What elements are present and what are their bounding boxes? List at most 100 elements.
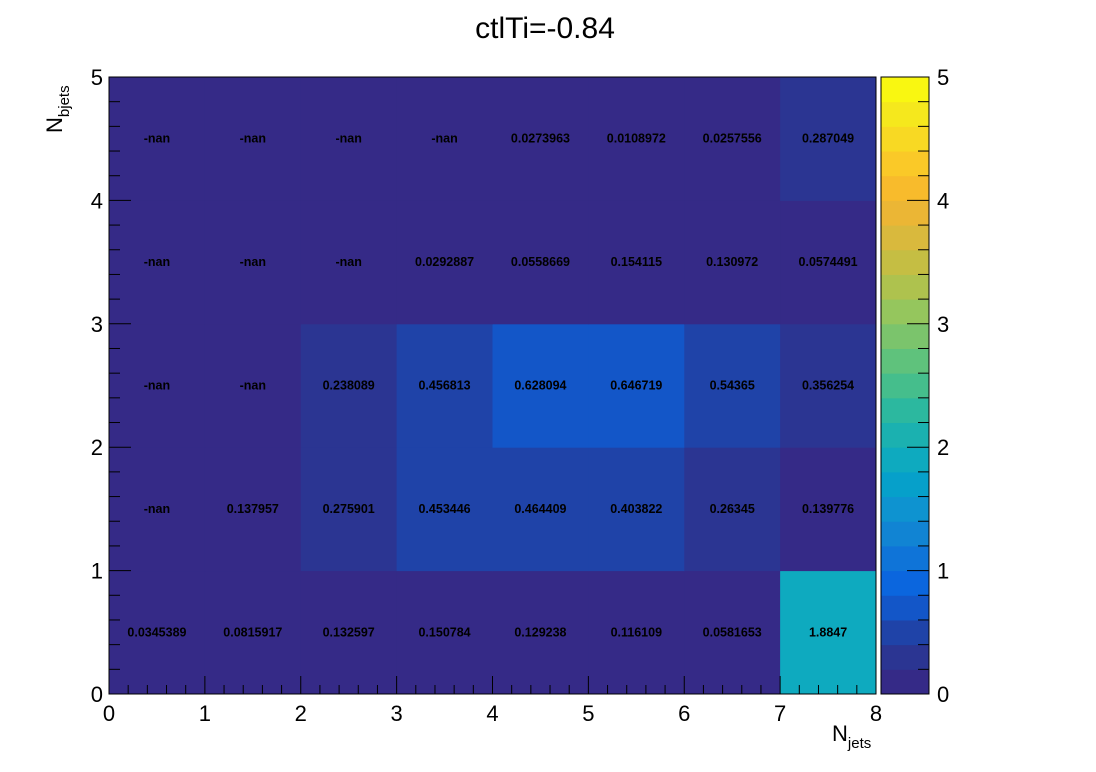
palette-swatch [881, 274, 929, 300]
heatmap-cell [204, 77, 302, 201]
heatmap-cell [300, 77, 398, 201]
cell-value-label: -nan [240, 379, 266, 393]
cell-value-label: 0.0273963 [511, 132, 570, 146]
heatmap-cell [396, 447, 493, 572]
cell-value-label: 0.646719 [610, 379, 662, 393]
heatmap-cell [492, 447, 589, 572]
cell-value-label: 0.456813 [418, 379, 470, 393]
palette-swatch [881, 521, 929, 547]
palette-swatch [881, 422, 929, 448]
x-tick-label: 7 [774, 701, 786, 726]
palette-swatch [881, 496, 929, 522]
color-axis: 0 1 2 3 4 5 [907, 65, 949, 707]
z-tick-label: 4 [937, 188, 949, 213]
cell-value-label: -nan [144, 132, 170, 146]
cell-value-label: -nan [144, 379, 170, 393]
heatmap-cell [588, 77, 685, 201]
heatmap-cell [109, 447, 206, 572]
heatmap-cell [396, 323, 493, 448]
x-tick-label: 8 [870, 701, 882, 726]
heatmap-cell [684, 200, 781, 325]
heatmap-cell [300, 447, 398, 572]
x-tick-label: 0 [103, 701, 115, 726]
palette-swatch [881, 200, 929, 226]
heatmap-cell [109, 200, 206, 325]
palette-swatch [881, 373, 929, 399]
palette-swatch [881, 619, 929, 646]
heatmap-cell [492, 77, 589, 201]
chart-title: ctlTi=-0.84 [475, 12, 615, 45]
cell-value-label: 0.275901 [323, 502, 375, 516]
heatmap-cell [492, 200, 589, 325]
heatmap-cell [300, 570, 398, 695]
z-tick-label: 0 [937, 682, 949, 707]
heatmap-cell [396, 570, 493, 695]
cell-value-label: 0.0292887 [415, 255, 474, 269]
heatmap-cell [684, 570, 781, 695]
x-axis-label-sub: jets [847, 735, 871, 752]
cell-value-label: 0.356254 [802, 379, 854, 393]
palette-swatch [881, 545, 929, 572]
cell-value-label: 0.0558669 [511, 255, 570, 269]
cell-value-label: 0.0581653 [703, 625, 762, 639]
palette-swatch [881, 595, 929, 621]
cell-value-label: 1.8847 [809, 625, 847, 639]
palette-swatch [881, 299, 929, 325]
y-tick-label: 5 [91, 65, 103, 90]
palette-swatch [881, 126, 929, 152]
cell-value-label: 0.150784 [418, 625, 470, 639]
cell-value-label: 0.287049 [802, 132, 854, 146]
heatmap-cell [109, 570, 206, 695]
cell-value-label: 0.129238 [514, 625, 566, 639]
heatmap-cell [492, 323, 589, 448]
y-axis: 0 1 2 3 4 5 [91, 65, 131, 707]
cell-value-label: 0.54365 [710, 379, 755, 393]
cell-value-label: 0.403822 [610, 502, 662, 516]
x-axis-label-main: N [832, 721, 848, 746]
heatmap-cell [204, 200, 302, 325]
cell-value-label: 0.0815917 [223, 625, 282, 639]
y-tick-label: 0 [91, 682, 103, 707]
heatmap-cell [588, 323, 685, 448]
cell-value-label: 0.137957 [227, 502, 279, 516]
heatmap-cell [109, 77, 206, 201]
y-axis-label-main: N [42, 117, 67, 133]
palette-swatch [881, 570, 929, 596]
palette-swatch [881, 175, 929, 201]
color-palette-bar [880, 76, 930, 695]
heatmap-cell [780, 200, 877, 325]
x-tick-label: 4 [486, 701, 498, 726]
cell-value-label: 0.0257556 [703, 132, 762, 146]
cell-value-label: 0.0108972 [607, 132, 666, 146]
cell-value-label: -nan [144, 502, 170, 516]
cell-value-label: 0.139776 [802, 502, 854, 516]
cell-value-label: 0.464409 [514, 502, 566, 516]
x-tick-label: 2 [295, 701, 307, 726]
cell-value-label: 0.238089 [323, 379, 375, 393]
heatmap-cell [780, 447, 877, 572]
heatmap-cell [492, 570, 589, 695]
heatmap-cell [684, 447, 781, 572]
heatmap-cell [396, 77, 493, 201]
cell-value-label: 0.132597 [323, 625, 375, 639]
x-axis-label: Njets [832, 721, 871, 752]
cell-value-label: -nan [335, 255, 361, 269]
z-tick-label: 1 [937, 559, 949, 584]
heatmap-cell [204, 323, 302, 448]
y-tick-label: 3 [91, 312, 103, 337]
cell-value-label: 0.116109 [611, 625, 662, 639]
cell-value-label: -nan [240, 255, 266, 269]
heatmap-cell [780, 323, 877, 448]
palette-swatch [881, 471, 929, 498]
z-tick-label: 5 [937, 65, 949, 90]
heatmap-cell [684, 323, 781, 448]
z-tick-label: 3 [937, 312, 949, 337]
cell-value-label: -nan [144, 255, 170, 269]
cell-value-label: 0.453446 [418, 502, 470, 516]
heatmap-cell [780, 570, 877, 695]
heatmap-cell [396, 200, 493, 325]
cell-value-label: 0.154115 [611, 255, 662, 269]
heatmap-cell [684, 77, 781, 201]
palette-swatch [881, 348, 929, 374]
palette-swatch [881, 151, 929, 177]
